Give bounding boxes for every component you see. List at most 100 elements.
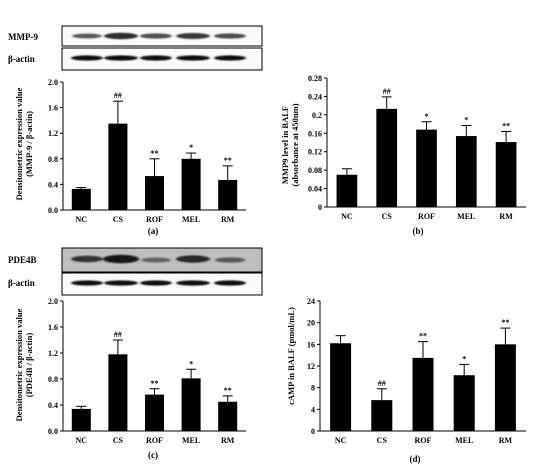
y-tick-label: 0.04 — [308, 185, 322, 194]
x-tick-label: NC — [335, 436, 347, 445]
bar — [218, 401, 238, 431]
y-axis-label-a-line1: Densitometric expression value — [14, 87, 24, 200]
beta-actin-bands-c — [71, 280, 246, 286]
y-tick-label: 12 — [307, 362, 315, 371]
significance-label: ** — [419, 332, 427, 341]
y-tick-label: 4 — [311, 405, 315, 414]
y-tick-label: 8 — [311, 384, 315, 393]
significance-label: ## — [114, 91, 122, 100]
y-tick-label: 0.16 — [308, 129, 322, 138]
bar — [416, 129, 437, 207]
y-axis-label-c-line2: (PDE4B / β-actin) — [24, 333, 34, 398]
bar — [371, 400, 393, 431]
caption-a: (a) — [148, 226, 159, 236]
y-tick-label: 0.4 — [48, 180, 58, 189]
x-tick-label: RM — [221, 436, 235, 445]
significance-label: * — [464, 115, 468, 124]
bar — [495, 142, 517, 207]
bar — [144, 394, 165, 431]
blot-label-mmp9: MMP-9 — [8, 32, 38, 42]
significance-label: ** — [501, 318, 509, 327]
bar — [108, 123, 128, 210]
x-tick-label: ROF — [415, 436, 432, 445]
significance-label: ** — [151, 379, 159, 388]
bar — [71, 188, 91, 210]
y-tick-label: 1.6 — [48, 104, 58, 113]
bar — [376, 108, 398, 207]
bar — [336, 174, 358, 207]
y-tick-label: 20 — [307, 319, 315, 328]
y-tick-label: 0.8 — [48, 155, 58, 164]
y-tick-label: 1.6 — [48, 323, 58, 332]
significance-label: ** — [502, 121, 510, 130]
western-blot-a: MMP-9 β-actin — [8, 25, 263, 71]
beta-actin-bands-a — [71, 55, 246, 61]
pde4b-bands — [71, 254, 245, 264]
y-tick-label: 0.8 — [48, 375, 58, 384]
x-tick-label: MEL — [455, 436, 473, 445]
panel-d: cAMP in BALF (pmol/mL) 0 4 8 12 16 20 24 NC ## CS… — [286, 297, 526, 464]
panel-a: MMP-9 β-actin Densitometric expression v… — [8, 25, 263, 236]
bar — [412, 357, 434, 431]
caption-d: (d) — [410, 454, 421, 464]
y-tick-label: 24 — [307, 297, 315, 306]
y-tick-label: 1.2 — [48, 129, 58, 138]
significance-label: * — [425, 112, 429, 121]
y-axis-label-c-line1: Densitometric expression value — [14, 308, 24, 421]
y-tick-label: 1.2 — [48, 349, 58, 358]
y-tick-label: 0 — [318, 203, 322, 212]
panel-c: PDE4B β-actin Densitometric expression v… — [8, 247, 263, 460]
bar — [181, 378, 201, 431]
blot-label-beta-actin-a: β-actin — [8, 54, 35, 64]
western-blot-c: PDE4B β-actin — [8, 247, 263, 296]
x-tick-label: ROF — [418, 212, 435, 221]
y-tick-label: 0.28 — [308, 74, 322, 83]
significance-label: ## — [383, 87, 391, 96]
bar — [453, 375, 475, 431]
y-tick-label: 0.08 — [308, 166, 322, 175]
y-tick-label: 2.0 — [48, 297, 58, 306]
chart-d: 0 4 8 12 16 20 24 NC ## CS ** ROF * MEL ** RM — [307, 297, 526, 445]
significance-label: ** — [224, 156, 232, 165]
x-tick-label: MEL — [182, 215, 200, 224]
mmp9-bands — [72, 32, 246, 40]
x-tick-label: CS — [382, 212, 393, 221]
bar — [494, 344, 516, 431]
y-tick-label: 0.12 — [308, 148, 322, 157]
chart-b: 0 0.04 0.08 0.12 0.16 0.2 0.24 0.28 NC ## CS * ROF * M… — [308, 74, 526, 221]
significance-label: * — [462, 354, 466, 363]
y-tick-label: 0.0 — [48, 206, 58, 215]
y-tick-label: 0.2 — [312, 111, 322, 120]
significance-label: ** — [151, 149, 159, 158]
bar — [108, 354, 128, 431]
blot-label-beta-actin-c: β-actin — [8, 278, 35, 288]
x-tick-label: MEL — [182, 436, 200, 445]
y-axis-label-d: cAMP in BALF (pmol/mL) — [286, 307, 296, 405]
x-tick-label: MEL — [457, 212, 475, 221]
bar — [455, 136, 477, 207]
y-tick-label: 0.0 — [48, 427, 58, 436]
significance-label: * — [189, 359, 193, 368]
panel-b: MMP9 level in BALF (absorbance at 450nm)… — [280, 74, 526, 236]
x-tick-label: CS — [377, 436, 388, 445]
x-tick-label: NC — [76, 215, 88, 224]
significance-label: ## — [114, 330, 122, 339]
bar — [71, 408, 91, 431]
x-tick-label: RM — [221, 215, 235, 224]
x-tick-label: CS — [113, 436, 124, 445]
x-tick-label: ROF — [146, 436, 163, 445]
y-tick-label: 16 — [307, 340, 315, 349]
y-axis-label-b-line2: (absorbance at 450nm) — [290, 103, 300, 186]
y-tick-label: 2.0 — [48, 78, 58, 87]
x-tick-label: RM — [499, 436, 513, 445]
x-tick-label: NC — [341, 212, 353, 221]
caption-b: (b) — [413, 226, 424, 236]
significance-label: * — [189, 143, 193, 152]
y-axis-label-a-line2: (MMP-9 / β-actin) — [24, 111, 34, 177]
y-tick-label: 0.24 — [308, 92, 322, 101]
x-tick-label: CS — [113, 215, 124, 224]
chart-c: 0.0 0.4 0.8 1.2 1.6 2.0 NC ## CS ** ROF * MEL ** RM — [48, 297, 246, 445]
chart-a: 0.0 0.4 0.8 1.2 1.6 2.0 NC ## CS ** ROF * MEL ** RM — [48, 78, 246, 224]
bar — [218, 179, 238, 210]
y-axis-label-b-line1: MMP9 level in BALF — [280, 106, 290, 184]
